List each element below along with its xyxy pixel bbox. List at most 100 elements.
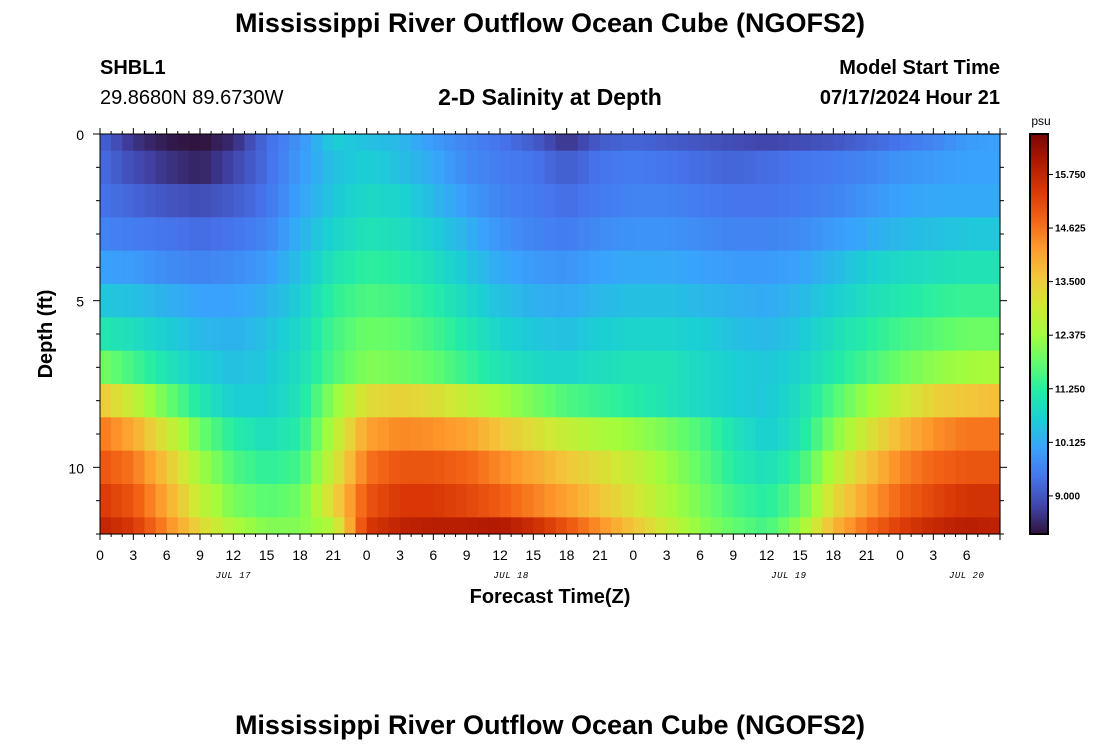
heatmap-cell [600,150,612,185]
heatmap-cell [944,350,957,385]
heatmap-cell [722,250,734,285]
heatmap-cell [144,417,157,452]
heatmap-cell [311,384,323,418]
heatmap-cell [755,134,768,152]
heatmap-cell [166,450,179,485]
heatmap-cell [222,150,234,185]
x-tick-label: 0 [629,547,637,563]
heatmap-cell [466,384,479,418]
heatmap-cell [866,350,879,385]
heatmap-cell [255,484,268,518]
heatmap-cell [355,450,368,485]
heatmap-cell [622,384,634,418]
heatmap-cell [455,250,468,285]
heatmap-cell [111,284,123,318]
heatmap-cell [411,134,423,152]
heatmap-cell [744,150,757,185]
heatmap-cell [244,150,257,185]
heatmap-cell [333,150,346,185]
heatmap-cell [244,484,257,518]
heatmap-cell [455,417,468,452]
heatmap-cell [877,450,890,485]
heatmap-cell [511,134,523,152]
heatmap-cell [444,150,457,185]
heatmap-cell [688,350,701,385]
heatmap-cell [344,484,357,518]
heatmap-cell [666,484,679,518]
heatmap-cell [644,384,657,418]
heatmap-cell [788,417,801,452]
heatmap-cell [922,450,934,485]
heatmap-cell [266,134,279,152]
heatmap-cell [444,384,457,418]
x-tick-label: 18 [559,547,575,563]
heatmap-cell [922,350,934,385]
heatmap-cell [411,350,423,385]
heatmap-cell [133,384,146,418]
heatmap-cell [233,350,246,385]
heatmap-cell [800,317,812,352]
heatmap-cell [744,450,757,485]
heatmap-cell [788,150,801,185]
heatmap-cell [188,450,201,485]
heatmap-cell [122,384,134,418]
heatmap-cell [500,250,512,285]
heatmap-cell [477,284,490,318]
heatmap-cell [233,250,246,285]
heatmap-cell [377,150,390,185]
heatmap-cell [722,417,734,452]
heatmap-cell [922,384,934,418]
heatmap-cell [744,284,757,318]
heatmap-cell [411,250,423,285]
x-tick-label: 12 [759,547,775,563]
heatmap-cell [677,217,690,252]
heatmap-cell [722,517,734,535]
heatmap-cell [644,217,657,252]
heatmap-cell [822,284,834,318]
heatmap-cell [166,217,179,252]
heatmap-cell [222,134,234,152]
heatmap-cell [344,150,357,185]
heatmap-cell [111,517,123,535]
heatmap-cell [633,150,646,185]
heatmap-cell [944,484,957,518]
heatmap-cell [288,350,301,385]
heatmap-cell [733,250,746,285]
heatmap-cell [566,250,579,285]
heatmap-cell [222,317,234,352]
heatmap-cell [433,250,446,285]
heatmap-cell [588,484,601,518]
y-axis-label: Depth (ft) [35,290,57,379]
heatmap-cell [411,184,423,218]
heatmap-cell [577,417,590,452]
heatmap-cell [833,450,846,485]
heatmap-cell [100,317,112,352]
heatmap-cell [644,350,657,385]
heatmap-cell [888,184,901,218]
heatmap-cell [977,150,990,185]
heatmap-cell [866,517,879,535]
heatmap-cell [222,350,234,385]
heatmap-cell [166,184,179,218]
x-tick-label: 15 [259,547,275,563]
heatmap-cell [933,317,946,352]
heatmap-cell [722,150,734,185]
heatmap-cell [622,250,634,285]
heatmap-cell [677,350,690,385]
heatmap-cell [466,417,479,452]
heatmap-cell [455,517,468,535]
heatmap-cell [877,417,890,452]
heatmap-cell [277,217,290,252]
heatmap-cell [411,484,423,518]
heatmap-cell [855,217,868,252]
colorbar-tick-label: 11.250 [1055,384,1085,395]
heatmap-cell [922,184,934,218]
heatmap-cell [488,350,501,385]
heatmap-cell [955,134,968,152]
heatmap-cell [133,217,146,252]
heatmap-cell [511,484,523,518]
heatmap-cell [322,284,334,318]
heatmap-cell [766,517,779,535]
heatmap-cell [800,517,812,535]
heatmap-cell [811,484,823,518]
